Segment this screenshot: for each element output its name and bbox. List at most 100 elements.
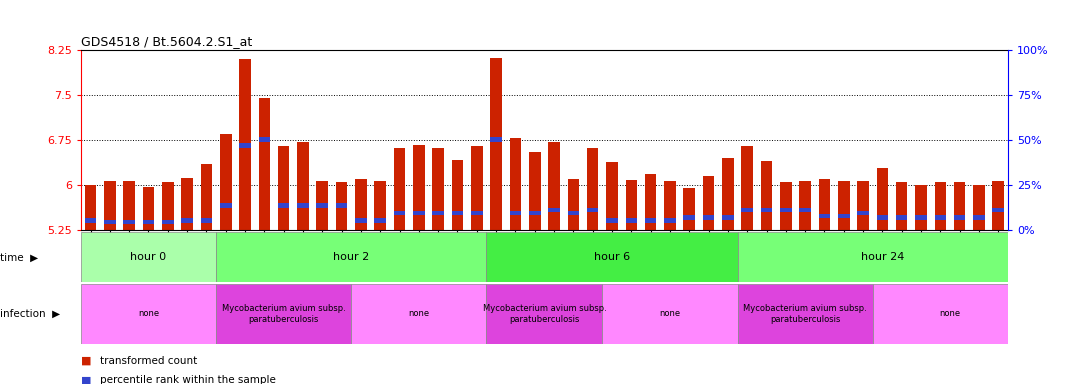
Bar (703, 176, 715, 230)
Bar (201, 164, 212, 230)
Bar (818, 179, 830, 230)
Bar (103, 220, 115, 224)
Bar (549, 207, 559, 212)
Bar (780, 207, 791, 212)
Bar (471, 210, 483, 215)
Bar (452, 160, 464, 230)
Text: none: none (138, 310, 160, 318)
Bar (317, 181, 328, 230)
Bar (471, 146, 483, 230)
Bar (201, 218, 212, 223)
Bar (742, 207, 754, 212)
Bar (278, 203, 289, 208)
Bar (876, 215, 888, 220)
Bar (742, 146, 754, 230)
Bar (85, 218, 96, 223)
Bar (413, 210, 425, 215)
Bar (181, 218, 193, 223)
Bar (935, 182, 946, 230)
Bar (645, 174, 657, 230)
Bar (664, 181, 676, 230)
Bar (432, 148, 444, 230)
Bar (549, 142, 559, 230)
Bar (567, 210, 579, 215)
Bar (780, 182, 791, 230)
Bar (374, 181, 386, 230)
Bar (298, 203, 308, 208)
Text: Mycobacterium avium subsp.
paratuberculosis: Mycobacterium avium subsp. paratuberculo… (483, 304, 606, 324)
Bar (142, 220, 154, 224)
Bar (278, 146, 289, 230)
Bar (181, 178, 193, 230)
Text: hour 2: hour 2 (333, 252, 370, 262)
Text: infection  ▶: infection ▶ (0, 309, 60, 319)
Bar (123, 181, 135, 230)
Bar (838, 181, 849, 230)
Text: hour 24: hour 24 (860, 252, 904, 262)
Bar (486, 232, 737, 282)
Bar (374, 218, 386, 223)
Text: time  ▶: time ▶ (0, 252, 38, 262)
Bar (355, 218, 367, 223)
Bar (393, 148, 405, 230)
Bar (298, 142, 308, 230)
Bar (259, 98, 271, 230)
Text: hour 6: hour 6 (594, 252, 630, 262)
Bar (761, 207, 772, 212)
Bar (486, 284, 603, 344)
Bar (220, 134, 232, 230)
Bar (510, 138, 522, 230)
Bar (452, 210, 464, 215)
Bar (818, 214, 830, 218)
Bar (490, 137, 502, 142)
Bar (162, 182, 174, 230)
Bar (993, 207, 1004, 212)
Bar (625, 218, 637, 223)
Bar (896, 182, 908, 230)
Bar (123, 220, 135, 224)
Text: Mycobacterium avium subsp.
paratuberculosis: Mycobacterium avium subsp. paratuberculo… (222, 304, 346, 324)
Bar (393, 210, 405, 215)
Text: GDS4518 / Bt.5604.2.S1_at: GDS4518 / Bt.5604.2.S1_at (81, 35, 252, 48)
Bar (703, 215, 715, 220)
Bar (355, 179, 367, 230)
Bar (722, 215, 734, 220)
Bar (317, 203, 328, 208)
Bar (81, 284, 216, 344)
Text: ■: ■ (81, 375, 92, 384)
Text: ■: ■ (81, 356, 92, 366)
Bar (973, 185, 985, 230)
Bar (259, 137, 271, 142)
Bar (336, 182, 347, 230)
Bar (510, 210, 522, 215)
Bar (761, 161, 772, 230)
Bar (103, 181, 115, 230)
Bar (625, 180, 637, 230)
Bar (915, 185, 927, 230)
Bar (81, 232, 216, 282)
Bar (973, 215, 985, 220)
Bar (586, 207, 598, 212)
Text: none: none (409, 310, 429, 318)
Bar (529, 210, 540, 215)
Bar (336, 203, 347, 208)
Bar (993, 181, 1004, 230)
Bar (737, 232, 1027, 282)
Bar (85, 185, 96, 230)
Bar (142, 187, 154, 230)
Bar (606, 162, 618, 230)
Bar (683, 215, 695, 220)
Bar (838, 214, 849, 218)
Bar (873, 284, 1027, 344)
Bar (413, 145, 425, 230)
Text: Mycobacterium avium subsp.
paratuberculosis: Mycobacterium avium subsp. paratuberculo… (743, 304, 867, 324)
Bar (954, 182, 966, 230)
Text: hour 0: hour 0 (130, 252, 166, 262)
Bar (800, 207, 811, 212)
Bar (722, 158, 734, 230)
Bar (490, 58, 502, 230)
Bar (645, 218, 657, 223)
Bar (664, 218, 676, 223)
Bar (737, 284, 873, 344)
Bar (603, 284, 737, 344)
